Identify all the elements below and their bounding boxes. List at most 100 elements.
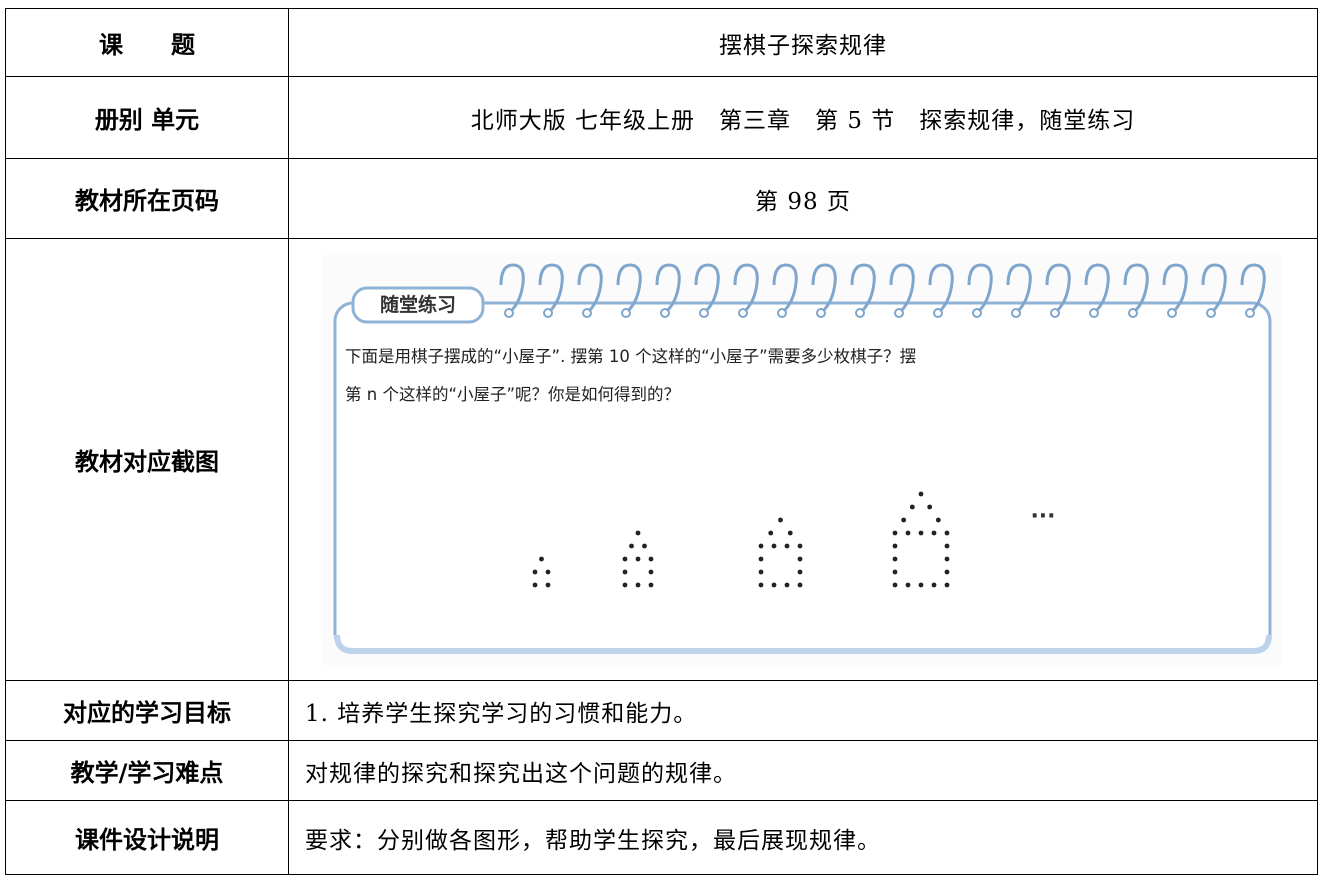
ring [1084,262,1110,312]
row-value: 要求：分别做各图形，帮助学生探究，最后展现规律。 [288,800,1318,875]
row-value: 对规律的探究和探究出这个问题的规律。 [288,740,1318,801]
ring-hole [894,307,904,318]
ring [1201,262,1227,312]
dot [918,491,924,496]
row: 课 题 摆棋子探索规律 [5,8,1318,77]
spiral-rings [499,262,1266,318]
dot [787,530,793,535]
dot [931,582,937,587]
ring-hole [1245,307,1255,318]
ring [1240,262,1266,312]
dot [622,582,628,587]
ring [1162,262,1188,312]
dot [771,582,777,587]
question-line: 下面是用棋子摆成的“小屋子”. 摆第 10 个这样的“小屋子”需要多少枚棋子？摆 [345,347,916,366]
dot [758,569,764,574]
ring-hole [543,307,553,318]
ring-hole [777,307,787,318]
dot [901,517,907,522]
dot [892,569,898,574]
row-value: 摆棋子探索规律 [288,8,1318,77]
dot [892,556,898,561]
chess-dots [532,491,950,587]
dot [648,556,654,561]
ring-hole [1128,307,1138,318]
row-value: 北师大版 七年级上册 第三章 第 5 节 探索规律，随堂练习 [288,76,1318,159]
ring [1006,262,1032,312]
dot [944,543,950,548]
ring-hole [621,307,631,318]
ring-hole [504,307,514,318]
dot [905,582,911,587]
dot [629,543,634,548]
row: 教学/学习难点 对规律的探究和探究出这个问题的规律。 [5,740,1318,801]
ring [928,262,954,312]
ring [889,262,915,312]
dot [797,543,803,548]
dot [918,582,924,587]
info-table: 课 题 摆棋子探索规律 册别 单元 北师大版 七年级上册 第三章 第 5 节 探… [5,8,1318,875]
row: 册别 单元 北师大版 七年级上册 第三章 第 5 节 探索规律，随堂练习 [5,76,1318,159]
ellipsis: ··· [1030,504,1055,529]
dot [797,556,803,561]
dot [784,543,790,548]
dot [927,504,933,509]
ring [655,262,681,312]
dot [797,569,803,574]
dot [944,582,950,587]
row-label: 教材所在页码 [5,158,289,239]
ring-hole [933,307,943,318]
dot [622,569,628,574]
ring-hole [660,307,670,318]
row: 教材对应截图 随堂练习 下面是用棋子摆成的“小屋子”. 摆第 10 个这样的“小… [5,238,1318,681]
dot [758,582,764,587]
question-line: 第 n 个这样的“小屋子”呢？你是如何得到的？ [345,385,680,404]
dot [935,517,941,522]
ring-hole [1050,307,1060,318]
ring [811,262,837,312]
dot [784,582,790,587]
ring-hole [582,307,592,318]
dot [648,582,654,587]
dot [539,556,544,561]
tag-box [351,286,485,323]
dot [622,556,628,561]
dot [642,543,647,548]
ring-hole [699,307,709,318]
dot [758,543,764,548]
dot [635,582,641,587]
ring [1045,262,1071,312]
ring [499,262,525,312]
dot [532,569,538,574]
dot [635,530,641,535]
row-label: 对应的学习目标 [5,680,289,741]
dot [545,569,551,574]
ring [967,262,993,312]
dot [758,556,764,561]
dot [768,530,774,535]
ring [772,262,798,312]
ring [577,262,603,312]
row: 课件设计说明 要求：分别做各图形，帮助学生探究，最后展现规律。 [5,800,1318,875]
row: 教材所在页码 第 98 页 [5,158,1318,239]
ring [1123,262,1149,312]
tag: 随堂练习 [380,293,456,316]
ring-hole [1011,307,1021,318]
dot [909,504,915,509]
dot [778,517,783,522]
dot [892,543,898,548]
dot [545,582,551,587]
dot [648,569,654,574]
ring-hole [1089,307,1099,318]
frame-shadow [334,634,1272,654]
dot [905,530,911,535]
ring-hole [972,307,982,318]
row-label: 教材对应截图 [5,238,289,681]
row-value: 1. 培养学生探究学习的习惯和能力。 [288,680,1318,741]
ring [538,262,564,312]
dot [944,569,950,574]
row-label: 课件设计说明 [5,800,289,875]
dot [931,530,937,535]
row-label: 册别 单元 [5,76,289,159]
